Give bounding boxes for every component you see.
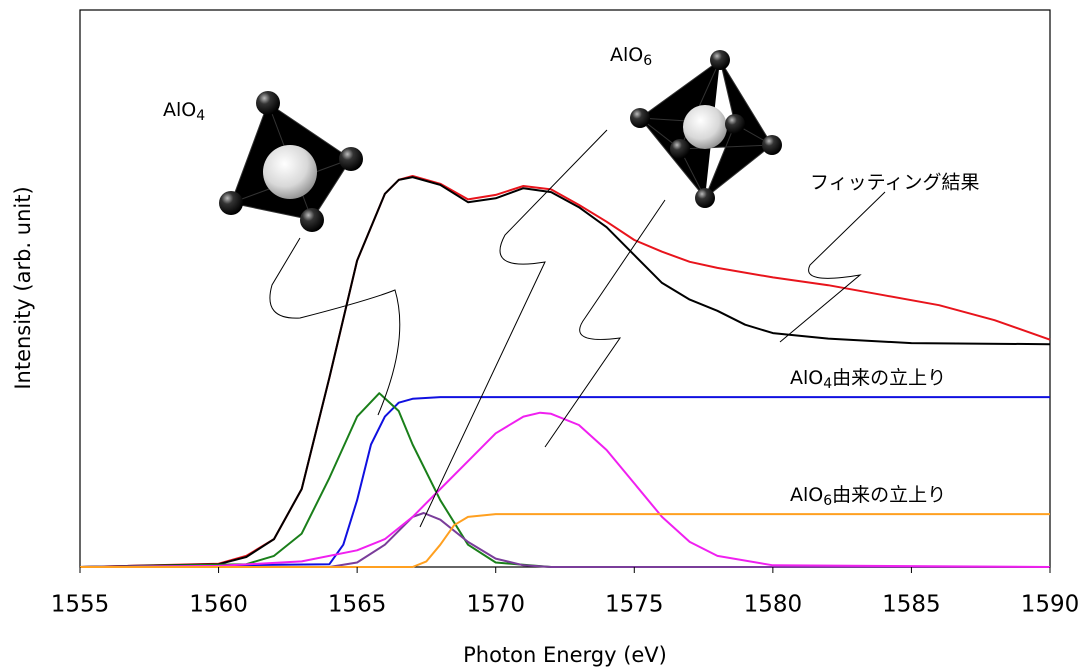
x-tick-label: 1555 — [51, 592, 110, 618]
annotation: AlO4 — [163, 99, 205, 125]
series-line — [80, 512, 1050, 568]
series-line — [79, 396, 1050, 568]
leader-line — [779, 191, 886, 343]
x-tick-label: 1590 — [1021, 592, 1080, 618]
annotation: AlO4由来の立上り — [790, 367, 946, 393]
x-tick-label: 1585 — [882, 592, 941, 618]
series-line — [79, 176, 1051, 568]
x-axis-label: Photon Energy (eV) — [463, 643, 667, 667]
x-tick-label: 1580 — [744, 592, 803, 618]
x-tick-label: 1575 — [605, 592, 664, 618]
series-line — [79, 411, 1051, 568]
x-tick-label: 1570 — [466, 592, 525, 618]
x-tick-label: 1565 — [328, 592, 387, 618]
leader-line — [419, 129, 608, 528]
annotation: AlO6 — [610, 44, 652, 70]
y-axis-label: Intensity (arb. unit) — [11, 186, 35, 389]
annotation: AlO6由来の立上り — [790, 484, 946, 510]
x-tick-label: 1560 — [189, 592, 248, 618]
leader-line — [269, 237, 401, 416]
alo6-molecule — [630, 50, 782, 208]
annotation: フィッティング結果 — [810, 172, 979, 194]
series-line — [79, 392, 1050, 568]
curves — [79, 175, 1051, 568]
series-line — [80, 513, 1050, 568]
leader-line — [544, 199, 666, 448]
alo4-molecule — [219, 91, 363, 232]
